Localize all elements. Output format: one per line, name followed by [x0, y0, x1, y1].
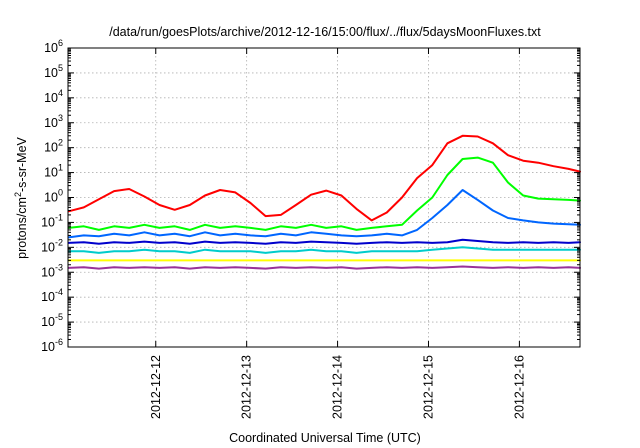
y-tick-label: 105: [44, 63, 63, 80]
ticks: 10-6 10-5 10-4 10-3 10-2 10-1 100 101 102 103 104 1…: [41, 38, 580, 419]
y-axis-label: protons/cm2-s-sr-MeV: [13, 136, 29, 258]
y-tick-label: 100: [44, 188, 63, 205]
series-line-1: [67, 134, 581, 222]
y-tick-label: 102: [44, 138, 63, 155]
x-tick-label: 2012-12-16: [512, 355, 526, 419]
chart-title: /data/run/goesPlots/archive/2012-12-16/1…: [109, 25, 541, 39]
y-tick-label: 10-2: [41, 237, 63, 254]
series-line-7: [67, 265, 581, 270]
y-tick-label: 104: [44, 88, 63, 105]
y-tick-label: 10-4: [41, 287, 63, 304]
y-tick-label: 10-6: [41, 337, 63, 354]
series-line-3: [67, 189, 581, 239]
y-tick-label: 106: [44, 38, 63, 55]
x-axis-label: Coordinated Universal Time (UTC): [229, 431, 421, 445]
y-tick-label: 10-5: [41, 312, 63, 329]
x-tick-label: 2012-12-14: [331, 355, 345, 419]
y-tick-label: 101: [44, 163, 63, 180]
x-tick-label: 2012-12-15: [421, 355, 435, 419]
series-layer: [67, 134, 581, 270]
grid: [68, 48, 580, 347]
y-tick-label: 103: [44, 113, 63, 130]
series-line-5: [67, 246, 581, 254]
series-line-2: [67, 156, 581, 231]
y-tick-label: 10-3: [41, 262, 63, 279]
y-tick-label: 10-1: [41, 212, 63, 229]
series-line-4: [67, 238, 581, 245]
x-tick-label: 2012-12-13: [240, 355, 254, 419]
x-tick-label: 2012-12-12: [149, 355, 163, 419]
